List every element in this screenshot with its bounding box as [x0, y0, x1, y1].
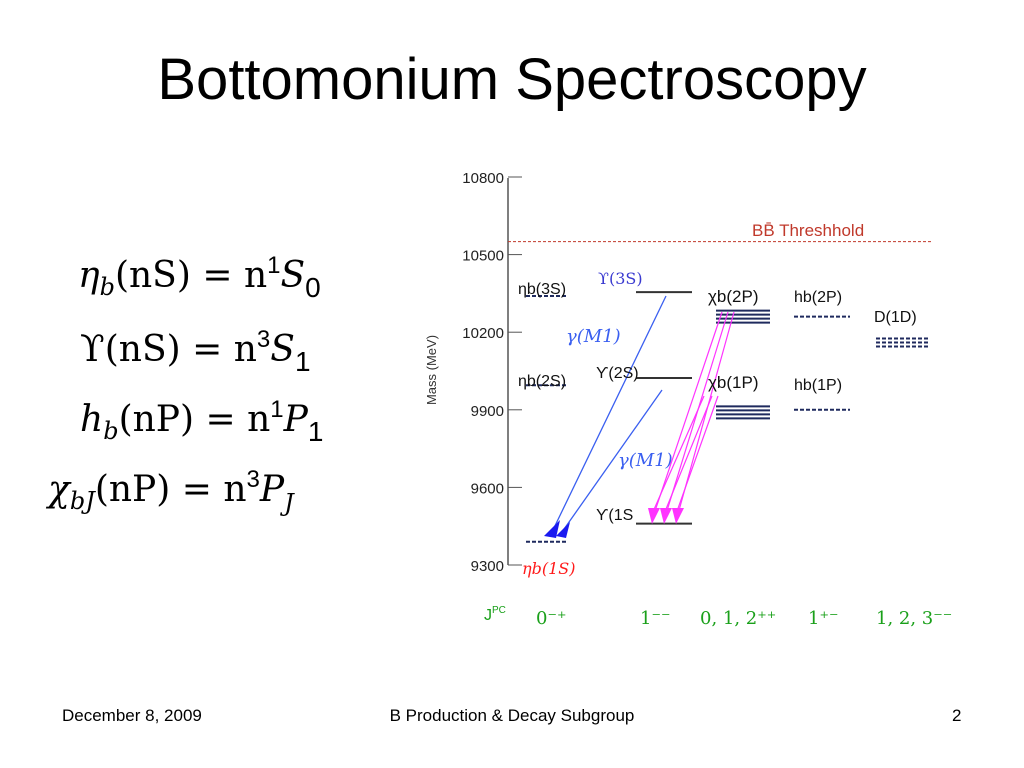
- eq-base: h: [80, 399, 104, 440]
- y-axis-tick-label: 9600: [471, 480, 504, 497]
- eq-term: S: [270, 329, 295, 370]
- eq-arg: (nS) = n: [114, 255, 268, 296]
- label-etab-2s: ηb(2S): [518, 373, 566, 390]
- eq-term: S: [280, 255, 306, 296]
- eq-sup: 1: [270, 396, 284, 423]
- upsilon3s-to-etab1s-arrow: [551, 295, 667, 533]
- jpc-upsilon: 1⁻⁻: [640, 608, 670, 629]
- eq-term: P: [259, 469, 285, 510]
- y-axis-label: Mass (MeV): [424, 335, 439, 405]
- bottomonium-level-diagram: 10800 10500 10200 9900 9600 9300 Mass (MeV) B…: [424, 170, 952, 629]
- eq-sub: b: [103, 417, 119, 445]
- y-axis-tick-label: 10200: [462, 325, 504, 342]
- jpc-eta: 0⁻⁺: [536, 608, 566, 629]
- equation-chi-bj: χbJ(nP) = n3PJ: [48, 466, 294, 517]
- jpc-label: JPC: [484, 605, 506, 624]
- eq-arg: (nP) = n: [94, 469, 247, 510]
- jpc-d: 1, 2, 3⁻⁻: [876, 608, 952, 629]
- chib1p-transition: [675, 395, 719, 515]
- arrowhead-icon: [544, 520, 560, 538]
- chib2p-transition: [677, 311, 735, 515]
- slide-title: Bottomonium Spectroscopy: [157, 47, 867, 112]
- eq-term-sub: 1: [294, 346, 311, 377]
- jpc-chi: 0, 1, 2⁺⁺: [700, 608, 776, 629]
- eq-term-sub: J: [284, 489, 294, 517]
- y-axis-tick-label: 10500: [462, 248, 504, 265]
- e1-transitions: [648, 311, 735, 524]
- footer-date: December 8, 2009: [62, 706, 202, 725]
- label-etab-1s: ηb(1S): [522, 559, 575, 578]
- eq-sup: 3: [246, 466, 260, 493]
- m1-label-upper: γ(M1): [566, 326, 621, 347]
- label-etab-3s: ηb(3S): [518, 281, 566, 298]
- eq-sup: 1: [267, 252, 281, 279]
- chib1p-transition: [651, 395, 705, 515]
- chib1p-transition: [663, 395, 713, 515]
- eq-term: P: [283, 399, 308, 440]
- bb-threshold-label: BB̄ Threshhold: [752, 221, 864, 240]
- energy-levels: [526, 291, 930, 543]
- y-axis-tick-label: 10800: [462, 170, 504, 187]
- jpc-hb: 1⁺⁻: [808, 608, 838, 629]
- footer-page-number: 2: [952, 706, 962, 725]
- label-hb-2p: hb(2P): [794, 289, 842, 306]
- arrowhead-icon: [672, 508, 684, 524]
- footer-title: B Production & Decay Subgroup: [389, 706, 635, 725]
- eq-arg: (nP) = n: [118, 399, 271, 440]
- eq-sub: bJ: [69, 487, 95, 515]
- eq-base: χ: [48, 469, 70, 510]
- equation-h-b: hb(nP) = n1P1: [80, 396, 323, 448]
- label-upsilon-1s: ϒ(1S: [596, 507, 633, 524]
- chib2p-transition: [653, 311, 723, 515]
- eq-sub: b: [99, 273, 115, 301]
- eq-sup: 3: [256, 326, 271, 353]
- arrowhead-icon: [556, 522, 570, 538]
- y-axis-ticks: 10800 10500 10200 9900 9600 9300: [462, 170, 522, 575]
- label-d-1d: D(1D): [874, 309, 917, 326]
- label-hb-1p: hb(1P): [794, 377, 842, 394]
- m1-transitions: γ(M1) γ(M1): [544, 295, 673, 538]
- eq-arg: (nS) = n: [104, 329, 257, 370]
- upsilon2s-to-etab1s-arrow: [561, 389, 663, 533]
- label-chib-2p: χb(2P): [708, 287, 759, 306]
- eq-base: ϒ: [80, 329, 105, 370]
- y-axis-tick-label: 9300: [471, 558, 504, 575]
- equation-eta-b: ηb(nS) = n1S0: [78, 252, 321, 304]
- eq-base: η: [78, 255, 100, 296]
- equation-upsilon: ϒ(nS) = n3S1: [80, 326, 311, 378]
- jpc-row: JPC 0⁻⁺ 1⁻⁻ 0, 1, 2⁺⁺ 1⁺⁻ 1, 2, 3⁻⁻: [484, 605, 952, 629]
- label-upsilon-2s: ϒ(2S): [596, 365, 639, 382]
- arrowhead-icon: [648, 508, 660, 524]
- label-chib-1p: χb(1P): [708, 373, 759, 392]
- label-upsilon-3s: ϒ(3S): [598, 269, 643, 288]
- arrowhead-icon: [660, 508, 672, 524]
- y-axis-tick-label: 9900: [471, 403, 504, 420]
- m1-label-lower: γ(M1): [618, 450, 673, 471]
- eq-term-sub: 0: [305, 272, 321, 303]
- eq-term-sub: 1: [307, 416, 324, 447]
